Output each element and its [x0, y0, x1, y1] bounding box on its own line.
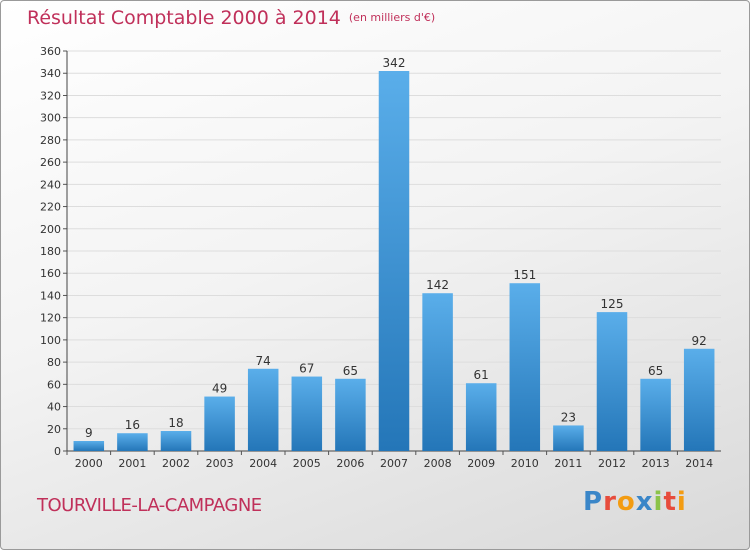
x-tick-label: 2006: [336, 457, 364, 470]
y-tick-label: 280: [40, 134, 61, 147]
data-label: 342: [383, 56, 406, 70]
data-label: 125: [601, 297, 624, 311]
bar: [247, 368, 279, 451]
bar: [422, 293, 453, 451]
y-tick-label: 340: [40, 67, 61, 80]
data-label: 49: [212, 382, 227, 396]
bar: [640, 378, 671, 451]
bar: [465, 383, 497, 451]
logo-letter: t: [663, 487, 677, 517]
bar: [378, 71, 410, 451]
x-tick-label: 2003: [206, 457, 234, 470]
bar: [160, 431, 192, 451]
x-tick-label: 2005: [293, 457, 321, 470]
y-tick-label: 260: [40, 156, 61, 169]
bar: [683, 348, 715, 451]
data-label: 16: [125, 418, 140, 432]
logo-letter: P: [583, 487, 604, 517]
data-label: 151: [513, 268, 536, 282]
y-tick-label: 100: [40, 334, 61, 347]
bar: [291, 376, 323, 451]
x-tick-label: 2007: [380, 457, 408, 470]
data-label: 61: [474, 368, 489, 382]
x-tick-label: 2009: [467, 457, 495, 470]
logo-letter: o: [616, 487, 636, 517]
x-tick-label: 2001: [118, 457, 146, 470]
logo-letter: r: [603, 487, 617, 517]
data-label: 9: [85, 426, 93, 440]
y-tick-label: 360: [40, 45, 61, 58]
y-tick-label: 20: [47, 423, 61, 436]
labels: 9 2000 16 2001 18 2002 49 2003 74 2004 67 2005 65 200…: [75, 56, 713, 470]
data-label: 65: [648, 364, 663, 378]
y-tick-label: 240: [40, 178, 61, 191]
y-tick-label: 160: [40, 267, 61, 280]
logo-letter: i: [653, 487, 664, 517]
data-label: 65: [343, 364, 358, 378]
data-label: 18: [168, 416, 183, 430]
x-tick-label: 2014: [685, 457, 713, 470]
bars: [73, 71, 715, 451]
data-label: 142: [426, 278, 449, 292]
y-tick-label: 120: [40, 312, 61, 325]
x-tick-label: 2008: [424, 457, 452, 470]
y-tick-label: 220: [40, 201, 61, 214]
x-tick-label: 2011: [554, 457, 582, 470]
x-tick-label: 2002: [162, 457, 190, 470]
data-label: 92: [692, 334, 707, 348]
unit-label: (en milliers d'€): [348, 11, 436, 24]
commune-name: TOURVILLE-LA-CAMPAGNE: [37, 495, 262, 516]
y-tick-label: 40: [47, 401, 61, 414]
y-tick-label: 60: [47, 378, 61, 391]
y-tick-label: 0: [54, 445, 61, 458]
data-label: 74: [256, 354, 271, 368]
x-tick-label: 2012: [598, 457, 626, 470]
data-label: 23: [561, 410, 576, 424]
x-tick-label: 2013: [642, 457, 670, 470]
logo-letter: x: [635, 487, 654, 517]
chart-title: Résultat Comptable 2000 à 2014 (en millie…: [27, 7, 435, 29]
chart-title-text: Résultat Comptable 2000 à 2014: [27, 7, 341, 29]
x-tick-label: 2010: [511, 457, 539, 470]
y-tick-label: 80: [47, 356, 61, 369]
y-tick-label: 300: [40, 112, 61, 125]
y-tick-label: 140: [40, 289, 61, 302]
proxiti-logo[interactable]: Proxiti: [583, 487, 687, 517]
bar: [596, 312, 628, 451]
bar: [204, 396, 235, 451]
bar: [553, 425, 584, 451]
bar: [335, 378, 366, 451]
y-tick-label: 180: [40, 245, 61, 258]
y-tick-label: 200: [40, 223, 61, 236]
x-tick-label: 2004: [249, 457, 277, 470]
bar: [117, 433, 148, 451]
axes: 0 20 40 60 80 100 120 140 160 180 200 220 240 260 280 3…: [40, 45, 721, 458]
bar: [509, 283, 541, 451]
logo-letter: i: [676, 487, 687, 517]
y-tick-label: 320: [40, 89, 61, 102]
data-label: 67: [299, 362, 314, 376]
x-tick-label: 2000: [75, 457, 103, 470]
bar: [73, 441, 105, 451]
